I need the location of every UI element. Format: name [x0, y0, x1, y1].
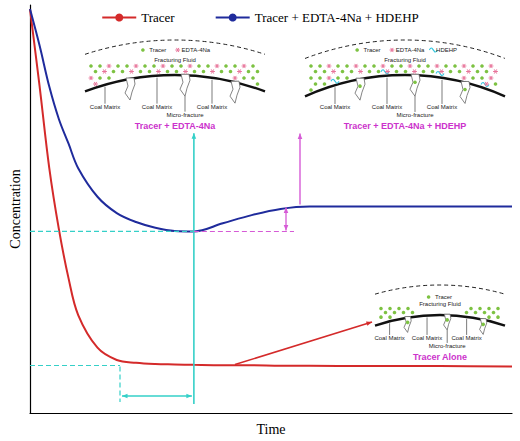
- svg-text:HDEHP: HDEHP: [436, 47, 457, 53]
- svg-text:Coal Matrix: Coal Matrix: [197, 104, 227, 110]
- svg-text:Tracer: Tracer: [363, 47, 380, 53]
- svg-text:Fracturing Fluid: Fracturing Fluid: [419, 301, 461, 307]
- svg-text:Coal Matrix: Coal Matrix: [412, 335, 442, 341]
- svg-text:Tracer: Tracer: [149, 47, 166, 53]
- svg-text:Coal Matrix: Coal Matrix: [427, 104, 457, 110]
- svg-text:Coal Matrix: Coal Matrix: [374, 335, 404, 341]
- svg-text:Coal Matrix: Coal Matrix: [142, 104, 172, 110]
- svg-text:Time: Time: [256, 422, 285, 437]
- svg-text:Coal Matrix: Coal Matrix: [372, 104, 402, 110]
- svg-text:Coal Matrix: Coal Matrix: [451, 335, 481, 341]
- svg-text:EDTA-4Na: EDTA-4Na: [182, 47, 211, 53]
- svg-text:Fracturing Fluid: Fracturing Fluid: [384, 57, 426, 63]
- svg-text:Coal Matrix: Coal Matrix: [320, 104, 350, 110]
- svg-text:Micro-fracture: Micro-fracture: [166, 112, 204, 118]
- svg-text:Concentration: Concentration: [8, 169, 23, 248]
- svg-text:Coal Matrix: Coal Matrix: [90, 104, 120, 110]
- svg-text:Fracturing Fluid: Fracturing Fluid: [154, 57, 196, 63]
- svg-text:Tracer Alone: Tracer Alone: [413, 352, 467, 362]
- svg-text:Micro-fracture: Micro-fracture: [429, 343, 467, 349]
- svg-text:Tracer: Tracer: [141, 10, 175, 25]
- svg-text:Tracer + EDTA-4Na + HDEHP: Tracer + EDTA-4Na + HDEHP: [255, 10, 419, 25]
- svg-text:Micro-fracture: Micro-fracture: [396, 112, 434, 118]
- svg-text:Tracer + EDTA-4Na + HDEHP: Tracer + EDTA-4Na + HDEHP: [344, 121, 466, 131]
- svg-text:Tracer: Tracer: [435, 294, 452, 300]
- svg-text:EDTA-4Na: EDTA-4Na: [396, 47, 425, 53]
- svg-text:Tracer + EDTA-4Na: Tracer + EDTA-4Na: [135, 121, 217, 131]
